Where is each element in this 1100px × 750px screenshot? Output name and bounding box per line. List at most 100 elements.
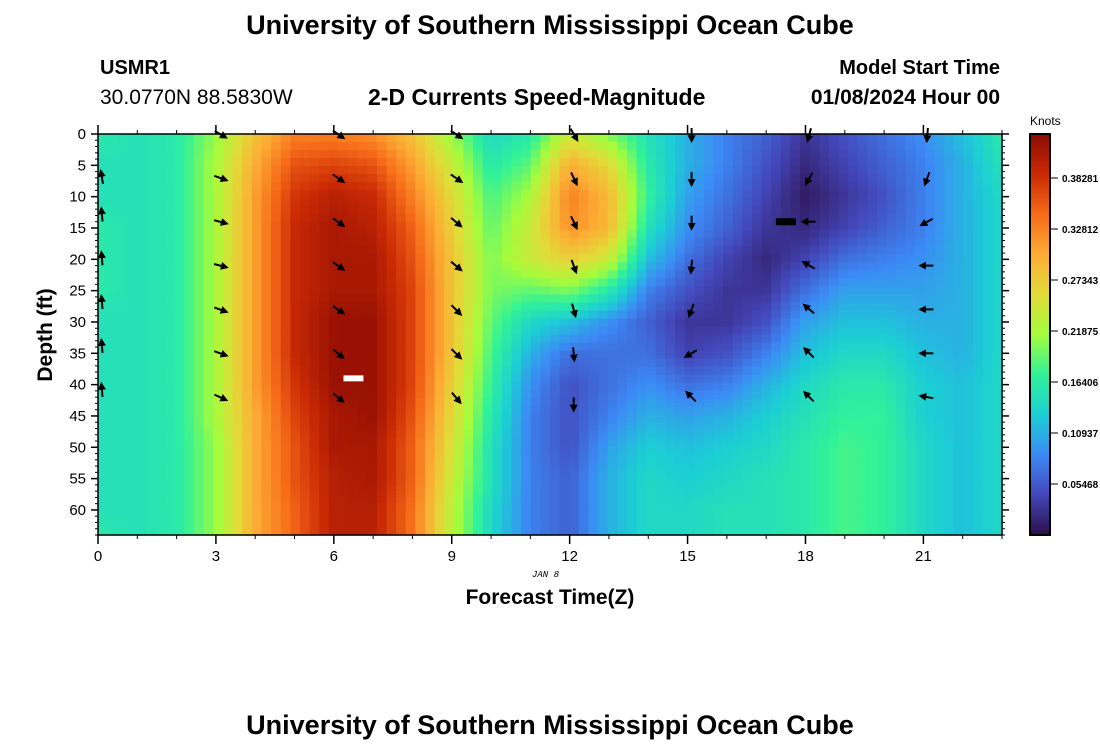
heatmap-cell [828, 494, 840, 504]
heatmap-cell [126, 422, 138, 432]
heatmap-cell [424, 302, 436, 312]
heatmap-cell [357, 150, 368, 159]
heatmap-cell [578, 510, 590, 520]
heatmap-cell [732, 166, 743, 175]
heatmap-cell [261, 494, 272, 504]
heatmap-cell [550, 206, 561, 215]
heatmap-cell [867, 430, 878, 440]
heatmap-cell [665, 294, 676, 304]
heatmap-cell [905, 150, 917, 159]
heatmap-cell [299, 382, 311, 392]
heatmap-cell [655, 430, 667, 440]
heatmap-cell [905, 198, 917, 207]
heatmap-cell [973, 310, 984, 320]
heatmap-cell [271, 310, 282, 320]
heatmap-cell [973, 214, 984, 223]
heatmap-cell [588, 222, 599, 231]
heatmap-cell [146, 518, 157, 528]
heatmap-cell [876, 278, 888, 287]
heatmap-cell [982, 174, 993, 183]
heatmap-cell [665, 438, 676, 448]
heatmap-cell [790, 374, 801, 384]
heatmap-cell [299, 302, 311, 312]
heatmap-cell [482, 254, 493, 263]
heatmap-cell [242, 478, 253, 488]
heatmap-cell [626, 270, 638, 279]
heatmap-cell [694, 366, 705, 376]
heatmap-cell [290, 438, 301, 448]
heatmap-cell [492, 526, 503, 536]
heatmap-cell [732, 310, 743, 320]
heatmap-cell [713, 494, 724, 504]
heatmap-cell [126, 230, 138, 239]
heatmap-cell [598, 166, 609, 175]
heatmap-cell [636, 462, 647, 472]
heatmap-cell [98, 294, 109, 304]
heatmap-cell [357, 190, 368, 199]
current-vector [214, 393, 229, 402]
heatmap-cell [703, 270, 715, 279]
heatmap-cell [444, 166, 455, 175]
date-label: JAN 8 [532, 570, 560, 580]
heatmap-cell [107, 182, 118, 191]
heatmap-cell [232, 526, 243, 536]
heatmap-cell [492, 462, 503, 472]
heatmap-cell [290, 254, 301, 263]
heatmap-cell [732, 446, 743, 456]
heatmap-cell [261, 302, 272, 312]
heatmap-cell [396, 398, 407, 408]
heatmap-cell [280, 342, 291, 352]
heatmap-cell [771, 342, 782, 352]
heatmap-cell [299, 246, 311, 255]
heatmap-cell [578, 486, 590, 496]
heatmap-cell [338, 382, 349, 392]
heatmap-cell [290, 198, 301, 207]
heatmap-cell [925, 430, 936, 440]
heatmap-cell [646, 262, 657, 271]
heatmap-cell [405, 190, 416, 199]
heatmap-cell [886, 414, 897, 424]
heatmap-cell [761, 286, 772, 295]
heatmap-cell [540, 150, 551, 159]
heatmap-cell [694, 198, 705, 207]
heatmap-cell [415, 190, 426, 199]
heatmap-cell [751, 342, 763, 352]
heatmap-cell [828, 230, 840, 239]
heatmap-cell [453, 430, 465, 440]
heatmap-cell [828, 478, 840, 488]
heatmap-cell [973, 230, 984, 239]
heatmap-cell [646, 382, 657, 392]
heatmap-cell [771, 470, 782, 480]
heatmap-cell [367, 246, 378, 255]
heatmap-cell [992, 454, 1003, 464]
heatmap-cell [761, 502, 772, 512]
heatmap-cell [117, 446, 128, 456]
heatmap-cell [838, 454, 849, 464]
heatmap-cell [251, 510, 263, 520]
heatmap-cell [761, 182, 772, 191]
heatmap-cell [232, 262, 243, 271]
heatmap-cell [290, 334, 301, 344]
heatmap-cell [550, 190, 561, 199]
heatmap-cell [703, 310, 715, 320]
heatmap-cell [828, 366, 840, 376]
heatmap-cell [578, 350, 590, 360]
heatmap-cell [117, 414, 128, 424]
heatmap-cell [309, 374, 320, 384]
heatmap-cell [511, 302, 522, 312]
heatmap-cell [944, 398, 955, 408]
heatmap-cell [963, 518, 974, 528]
heatmap-cell [925, 462, 936, 472]
heatmap-cell [165, 502, 176, 512]
heatmap-cell [107, 294, 118, 304]
heatmap-cell [271, 150, 282, 159]
heatmap-cell [155, 230, 166, 239]
heatmap-cell [309, 390, 320, 400]
heatmap-cell [126, 366, 138, 376]
heatmap-cell [655, 286, 667, 295]
heatmap-cell [665, 134, 676, 143]
heatmap-cell [213, 182, 224, 191]
heatmap-cell [174, 334, 186, 344]
heatmap-cell [607, 310, 618, 320]
heatmap-cell [934, 406, 945, 416]
